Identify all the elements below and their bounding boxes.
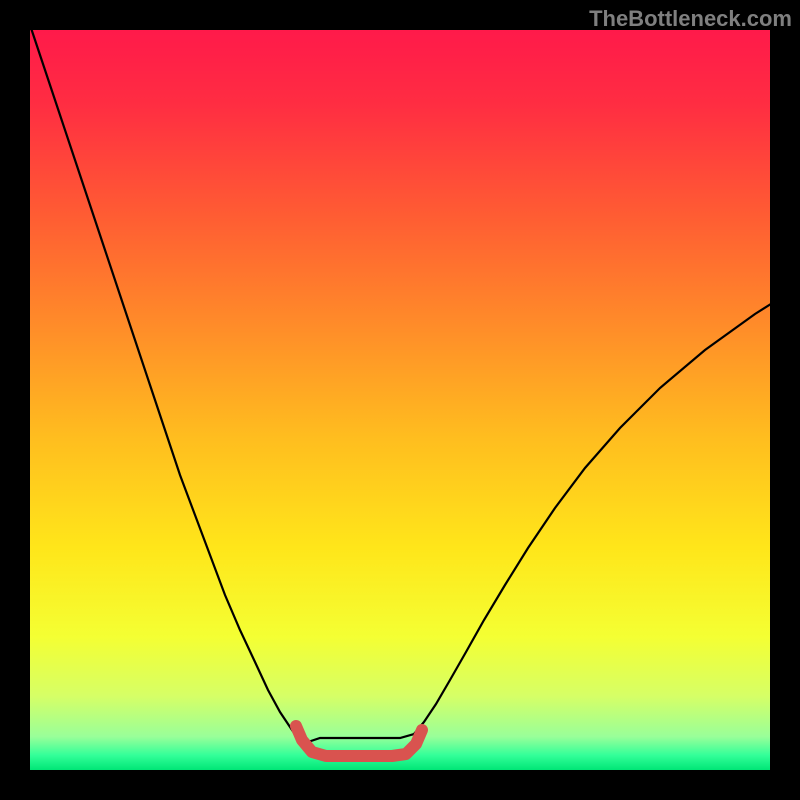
- watermark-text: TheBottleneck.com: [589, 6, 792, 32]
- bottleneck-curve: [30, 25, 790, 744]
- curve-overlay: [0, 0, 800, 800]
- optimal-zone-marker: [296, 726, 422, 756]
